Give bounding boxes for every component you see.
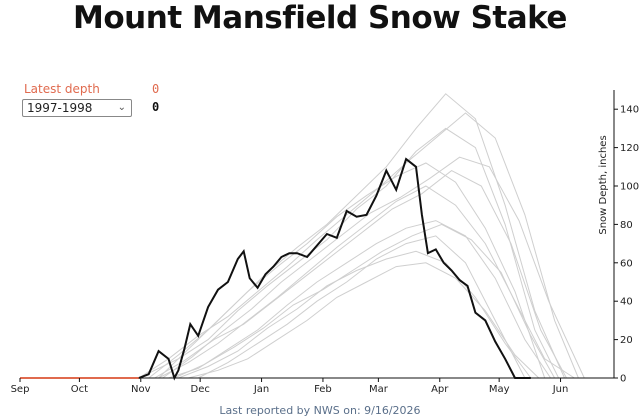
season-select-value: 1997-1998 bbox=[27, 101, 93, 115]
y-tick-label: 60 bbox=[620, 258, 633, 269]
page-title: Mount Mansfield Snow Stake bbox=[73, 0, 567, 36]
chart-axes: Sep Oct Nov Dec Jan Feb Mar Apr May Jun 0 20 40 60 80 1… bbox=[11, 90, 639, 395]
x-tick-label: Nov bbox=[131, 384, 151, 395]
x-tick-label: Feb bbox=[314, 384, 332, 395]
season-select[interactable]: 1997-1998 ⌄ bbox=[22, 99, 132, 117]
y-tick-label: 0 bbox=[620, 374, 626, 385]
series-line-12 bbox=[20, 156, 585, 379]
y-tick-label: 100 bbox=[620, 182, 639, 193]
series-line-7 bbox=[20, 262, 540, 379]
x-tick-label: Oct bbox=[71, 384, 88, 395]
season-depth-value: 0 bbox=[152, 100, 160, 114]
series-line-selected bbox=[20, 157, 531, 381]
y-tick-label: 80 bbox=[620, 220, 633, 231]
y-tick-label: 40 bbox=[620, 297, 633, 308]
historical-season-lines bbox=[20, 93, 585, 379]
selected-season-line bbox=[20, 157, 531, 381]
x-tick-label: Sep bbox=[11, 384, 30, 395]
x-tick-label: Jun bbox=[552, 384, 569, 395]
x-tick-label: Apr bbox=[431, 384, 449, 395]
latest-depth-value: 0 bbox=[152, 82, 160, 96]
x-tick-label: Mar bbox=[369, 384, 389, 395]
series-line-4 bbox=[20, 93, 565, 379]
series-line-9 bbox=[20, 235, 526, 379]
series-line-11 bbox=[20, 223, 556, 379]
y-axis-label: Snow Depth, inches bbox=[598, 135, 609, 234]
series-line-6 bbox=[20, 162, 546, 379]
x-tick-label: Dec bbox=[191, 384, 210, 395]
series-line-5 bbox=[20, 250, 532, 379]
y-tick-label: 120 bbox=[620, 143, 639, 154]
footer-note: Last reported by NWS on: 9/16/2026 bbox=[219, 404, 421, 417]
y-tick-label: 20 bbox=[620, 335, 633, 346]
x-tick-label: Jan bbox=[253, 384, 269, 395]
y-tick-label: 140 bbox=[620, 105, 639, 116]
series-line-10 bbox=[20, 170, 567, 379]
series-line-1 bbox=[20, 185, 575, 379]
x-tick-label: May bbox=[489, 384, 510, 395]
latest-depth-label: Latest depth bbox=[24, 82, 100, 96]
chevron-down-icon: ⌄ bbox=[117, 102, 126, 113]
snow-depth-chart: Sep Oct Nov Dec Jan Feb Mar Apr May Jun 0 20 40 60 80 1… bbox=[11, 90, 639, 395]
series-line-8 bbox=[20, 112, 579, 379]
